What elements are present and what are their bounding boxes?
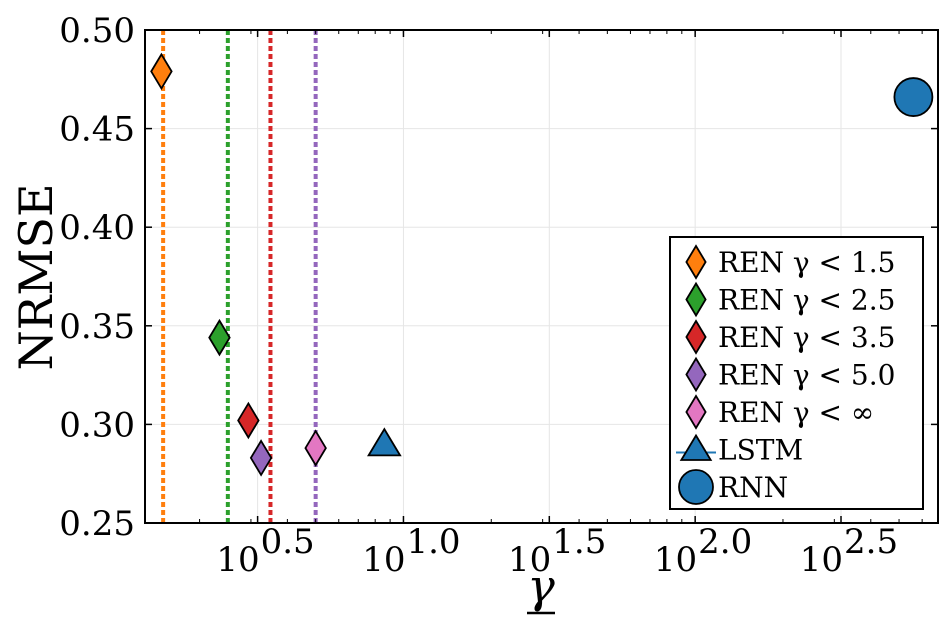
legend-label: REN γ < ∞ [718,396,874,429]
legend-label: REN γ < 5.0 [718,359,895,392]
legend: REN γ < 1.5 REN γ < 2.5 REN γ < 3.5 REN γ <… [669,236,924,510]
legend-label: RNN [718,471,788,504]
x-tick-label: 10 2.0 [654,522,752,580]
y-tick-label: 0.35 [59,307,135,347]
x-tick-label-exponent: 2.5 [844,522,898,562]
y-tick-label: 0.30 [59,405,135,445]
data-point-triangle [367,427,402,457]
legend-marker [678,469,714,505]
x-tick-label-base: 10 [800,540,843,580]
y-tick-label: 0.25 [59,504,135,544]
legend-frame [669,236,924,510]
data-point-diamond [304,429,327,467]
x-axis-title: γ [527,559,555,613]
x-tick-label-exponent: 2.0 [698,522,752,562]
gamma-bound-lines [161,30,318,523]
legend-marker [685,356,707,393]
x-tick-labels: 10 0.5 10 1.0 10 1.5 10 2.0 10 2.5 [216,522,898,580]
legend-label: REN γ < 3.5 [718,321,895,354]
legend-marker [679,433,713,461]
x-tick-label-base: 10 [654,540,697,580]
x-tick-label-base: 10 [216,540,259,580]
x-tick-label: 10 1.0 [362,522,460,580]
x-axis-title-group: γ [527,559,555,615]
legend-marker [685,319,707,355]
data-point-circle [893,77,934,117]
data-point-diamond [237,401,260,440]
legend-marker [685,244,707,280]
y-tick-label: 0.45 [59,110,135,150]
legend-marker [685,281,707,318]
data-point-diamond [249,439,273,477]
y-tick-label: 0.50 [59,11,135,51]
legend-label: REN γ < 1.5 [718,246,895,279]
x-tick-label-base: 10 [362,540,405,580]
y-tick-labels: 0.25 0.30 0.35 0.40 0.45 0.50 [59,11,135,544]
x-tick-label-base: 10 [508,540,551,580]
data-point-diamond [208,318,231,357]
data-points [150,52,934,477]
y-tick-label: 0.40 [59,208,135,248]
plot-area-frame [144,29,939,524]
legend-label: LSTM [718,434,803,467]
y-axis-title: NRMSE [9,183,63,370]
x-tick-label-exponent: 1.5 [552,522,606,562]
x-tick-label: 10 1.5 [508,522,606,580]
legend-marker [685,394,707,430]
x-tick-label-exponent: 1.0 [406,522,460,562]
x-tick-label-exponent: 0.5 [261,522,315,562]
x-tick-label: 10 2.5 [800,522,898,580]
data-point-diamond [150,52,173,91]
legend-label: REN γ < 2.5 [718,284,895,317]
x-tick-label: 10 0.5 [216,522,314,580]
